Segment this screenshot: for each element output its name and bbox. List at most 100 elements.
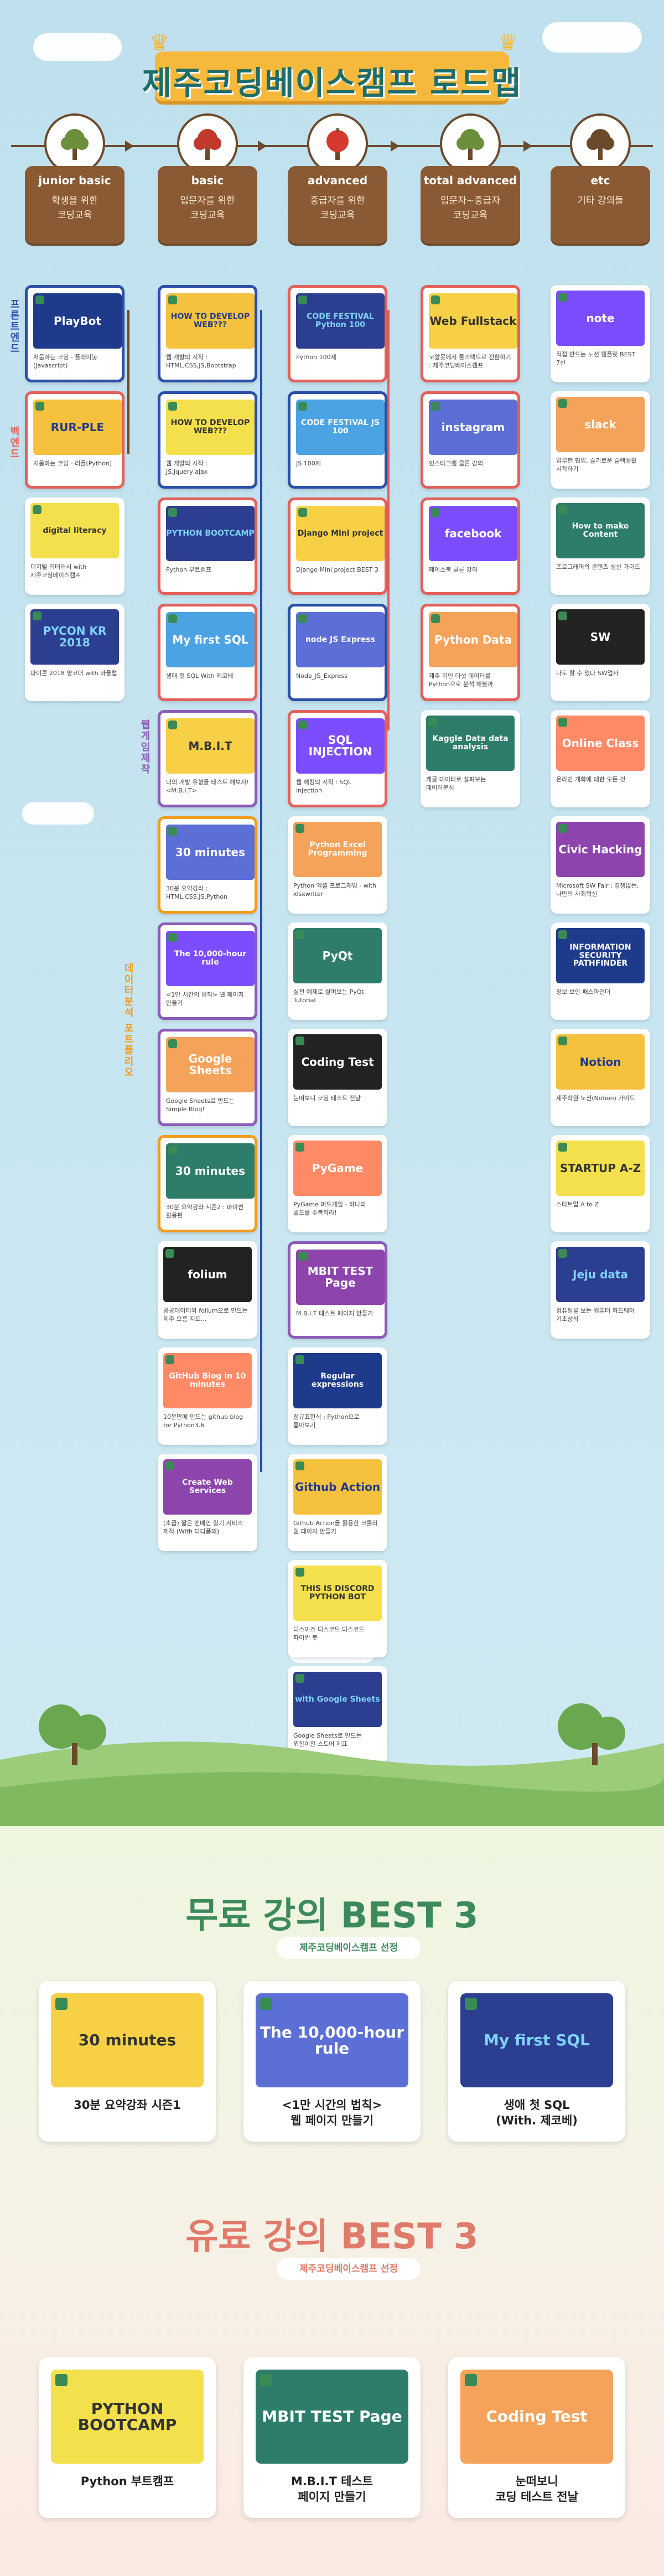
free-best-card[interactable]: My first SQL 생애 첫 SQL (With. 제코베) xyxy=(448,1981,625,2142)
advanced-course-card[interactable]: with Google Sheets Google Sheets로 만드는 뷔잔이… xyxy=(288,1666,387,1764)
course-caption: 인스타그램 클론 강의 xyxy=(429,460,484,467)
junior-course-card[interactable]: PlayBot 처음하는 코딩 - 플레이봇(Javascript) xyxy=(25,285,124,382)
brand-logo-icon xyxy=(35,296,44,304)
basic-course-card[interactable]: M.B.I.T 너의 개발 유형을 테스트 해보자! <M.B.I.T> xyxy=(158,710,257,807)
course-thumbnail: facebook xyxy=(429,506,517,561)
etc-course-card[interactable]: SW 나도 할 수 있다 SW업사 xyxy=(551,604,650,701)
advanced-course-card[interactable]: Github Action Github Action을 활용한 크롤러 웹 페이… xyxy=(288,1454,387,1551)
advanced-course-card[interactable]: Regular expressions 정규표현식 : Python으로 톺아보기 xyxy=(288,1347,387,1445)
column-name: total advanced xyxy=(423,174,517,187)
course-caption: 웹 개발의 시작 : HTML,CSS,JS,Bootstrap xyxy=(166,354,236,369)
advanced-course-card[interactable]: MBIT TEST Page M.B.I.T 테스트 페이지 만들기 xyxy=(288,1241,387,1339)
course-thumbnail-text: Coding Test xyxy=(301,1055,374,1069)
course-thumbnail-text: Web Fullstack xyxy=(429,314,517,328)
course-caption: Django Mini project BEST 3 xyxy=(296,566,378,573)
basic-course-card[interactable]: Google Sheets Google Sheets로 만드는 Simple B… xyxy=(158,1029,257,1126)
advanced-course-card[interactable]: SQL INJECTION 웹 해킹의 시작 : SQL injection xyxy=(288,710,387,807)
etc-course-card[interactable]: slack 업무한 협업, 슬기로운 슬랙생활 시작하기 xyxy=(551,391,650,489)
basic-course-card[interactable]: Create Web Services (초급) 짧은 엔베인 링기 서비스 제작… xyxy=(158,1454,257,1551)
paid-best-card[interactable]: PYTHON BOOTCAMP Python 부트캠프 xyxy=(39,2357,216,2518)
course-thumbnail-text: RUR-PLE xyxy=(50,420,105,434)
course-thumbnail: Coding Test xyxy=(293,1034,382,1090)
column-description: 중급자를 위한 코딩교육 xyxy=(288,194,387,222)
total-course-card[interactable]: instagram 인스타그램 클론 강의 xyxy=(421,391,520,489)
column-description-line: 기타 강의들 xyxy=(577,195,624,206)
course-caption: 제주학원 노션(Notion) 가이드 xyxy=(556,1095,635,1102)
course-thumbnail-text: PYCON KR 2018 xyxy=(43,624,107,649)
advanced-course-card[interactable]: Python Excel Programming Python 엑셀 프로그래밍 … xyxy=(288,816,387,914)
advanced-course-card[interactable]: THIS IS DISCORD PYTHON BOT 디스이즈 디스코드 디스코드… xyxy=(288,1560,387,1657)
advanced-course-card[interactable]: PyGame PyGame 머드게임 - 하나의 월드를 수복하라! xyxy=(288,1135,387,1232)
side-label-data-portfolio: 데이터분석 포트폴리오 xyxy=(122,963,134,1079)
free-best-card[interactable]: 30 minutes 30분 요약강좌 시즌1 xyxy=(39,1981,216,2142)
course-caption: 직접 만드는 노션 템플릿 BEST 7선 xyxy=(556,351,636,366)
side-label-frontend: 프론트엔드 xyxy=(8,299,20,354)
basic-course-card[interactable]: HOW TO DEVELOP WEB??? 웹 개발의 시작 : HTML,CSS… xyxy=(158,285,257,382)
brand-logo-icon xyxy=(165,1249,174,1258)
etc-course-card[interactable]: Online Class 온라인 개학에 대한 모든 것 xyxy=(551,710,650,807)
cloud xyxy=(33,33,122,61)
etc-course-card[interactable]: Notion 제주학원 노션(Notion) 가이드 xyxy=(551,1029,650,1126)
total-course-card[interactable]: facebook 페이스북 클론 강의 xyxy=(421,497,520,595)
basic-course-card[interactable]: GitHub Blog in 10 minutes 10분만에 만드는 githu… xyxy=(158,1347,257,1445)
column-header: basic 입문자를 위한 코딩교육 xyxy=(158,166,257,243)
course-caption: 캐글 데이터로 살펴보는 데이터분석 xyxy=(426,776,486,791)
course-thumbnail-text: node JS Express xyxy=(305,635,375,644)
course-thumbnail: PYTHON BOOTCAMP xyxy=(51,2370,204,2464)
column-description: 입문자~중급자 코딩교육 xyxy=(421,194,520,222)
basic-course-card[interactable]: 30 minutes 30분 요약강좌 시즌2 : 파이썬 활용편 xyxy=(158,1135,257,1232)
course-thumbnail-text: THIS IS DISCORD PYTHON BOT xyxy=(300,1584,375,1601)
basic-course-card[interactable]: PYTHON BOOTCAMP Python 부트캠프 xyxy=(158,497,257,595)
etc-course-card[interactable]: note 직접 만드는 노션 템플릿 BEST 7선 xyxy=(551,285,650,382)
caption-line: 페이지 만들기 xyxy=(298,2490,366,2504)
course-caption: 실전 예제로 살펴보는 PyQt Tutorial xyxy=(293,988,364,1004)
tree-icon xyxy=(307,113,368,174)
etc-course-card[interactable]: How to make Content 프로그래머의 콘텐츠 생산 가이드 xyxy=(551,497,650,595)
brand-logo-icon xyxy=(558,1143,567,1152)
advanced-course-card[interactable]: PyQt 실전 예제로 살펴보는 PyQt Tutorial xyxy=(288,922,387,1020)
course-caption: 생애 첫 SQL With 제코베 xyxy=(166,672,234,680)
course-thumbnail: Github Action xyxy=(293,1459,382,1515)
advanced-course-card[interactable]: node JS Express Node_JS_Express xyxy=(288,604,387,701)
total-course-card[interactable]: Kaggle Data data analysis 캐글 데이터로 살펴보는 데이… xyxy=(421,710,520,807)
paid-best-card[interactable]: Coding Test 눈떠보니 코딩 테스트 전날 xyxy=(448,2357,625,2518)
brand-logo-icon xyxy=(298,508,307,517)
advanced-course-card[interactable]: CODE FESTIVAL JS 100 JS 100제 xyxy=(288,391,387,489)
course-thumbnail: M.B.I.T xyxy=(166,718,255,774)
course-caption: M.B.I.T 테스트 페이지 만들기 xyxy=(296,1310,374,1317)
ground-hills xyxy=(0,1703,664,1832)
column-description-line: 코딩교육 xyxy=(57,210,92,221)
basic-course-card[interactable]: The 10,000-hour rule <1만 시간의 법칙> 웹 페이지 만들… xyxy=(158,922,257,1020)
paid-best-card[interactable]: MBIT TEST Page M.B.I.T 테스트 페이지 만들기 xyxy=(243,2357,421,2518)
course-thumbnail: PYCON KR 2018 xyxy=(30,609,119,665)
etc-course-card[interactable]: INFORMATION SECURITY PATHFINDER 정보 보안 패스파… xyxy=(551,922,650,1020)
basic-course-card[interactable]: 30 minutes 30분 요약강좌 : HTML,CSS,JS,Python xyxy=(158,816,257,914)
advanced-course-card[interactable]: CODE FESTIVAL Python 100 Python 100제 xyxy=(288,285,387,382)
total-course-card[interactable]: Web Fullstack 코알못에서 풀스택으로 전환하기 : 제주코딩베이스캠… xyxy=(421,285,520,382)
etc-course-card[interactable]: STARTUP A-Z 스타트업 A to Z xyxy=(551,1135,650,1232)
column-description-line: 코딩교육 xyxy=(320,210,355,221)
basic-course-card[interactable]: My first SQL 생애 첫 SQL With 제코베 xyxy=(158,604,257,701)
course-thumbnail: Jeju data xyxy=(556,1247,645,1302)
junior-course-card[interactable]: PYCON KR 2018 파이콘 2018 영코더 with 바울랩 xyxy=(25,604,124,701)
course-caption: 업무한 협업, 슬기로운 슬랙생활 시작하기 xyxy=(556,457,637,473)
brand-logo-icon xyxy=(295,1674,304,1683)
brand-logo-icon xyxy=(431,508,440,517)
brand-logo-icon xyxy=(558,399,567,408)
advanced-course-card[interactable]: Coding Test 눈떠보니 코딩 테스트 전날 xyxy=(288,1029,387,1126)
junior-course-card[interactable]: digital literacy 디지털 리터러시 with 제주코딩베이스캠프 xyxy=(25,497,124,595)
brand-logo-icon xyxy=(168,614,177,623)
junior-course-card[interactable]: RUR-PLE 처음하는 코딩 - 러플(Python) xyxy=(25,391,124,489)
basic-course-card[interactable]: HOW TO DEVELOP WEB??? 웹 개발의 시작 : JS,Jquer… xyxy=(158,391,257,489)
advanced-course-card[interactable]: Django Mini project Django Mini project B… xyxy=(288,497,387,595)
etc-course-card[interactable]: Jeju data 컴퓨팅을 보는 컴퓨터 하드웨어 기초상식 xyxy=(551,1241,650,1339)
basic-course-card[interactable]: folium 공공데이터와 folium으로 만드는 제주 오름 지도... xyxy=(158,1241,257,1339)
course-caption: 너의 개발 유형을 테스트 해보자! <M.B.I.T> xyxy=(166,779,249,794)
course-thumbnail: SQL INJECTION xyxy=(296,718,385,774)
total-course-card[interactable]: Python Data 제주 위인 다섯 데이터를 Python으로 분석 해볼까 xyxy=(421,604,520,701)
course-thumbnail-text: digital literacy xyxy=(43,526,107,535)
brand-logo-icon xyxy=(168,402,177,411)
course-thumbnail-text: Jeju data xyxy=(573,1267,628,1281)
free-best-card[interactable]: The 10,000-hour rule <1만 시간의 법칙> 웹 페이지 만들기 xyxy=(243,1981,421,2142)
etc-course-card[interactable]: Civic Hacking Microsoft SW Fair : 경쟁없는, 나… xyxy=(551,816,650,914)
